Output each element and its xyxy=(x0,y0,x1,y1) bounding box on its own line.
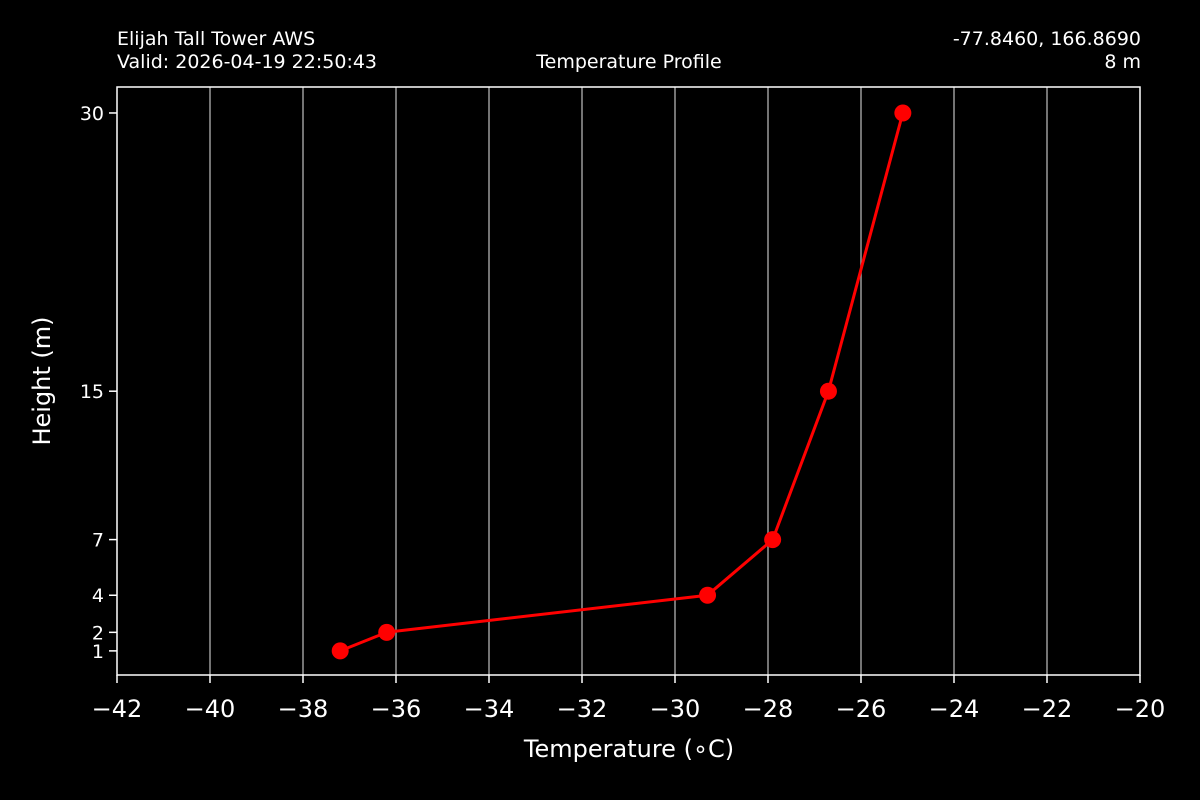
data-point xyxy=(699,586,717,604)
data-point xyxy=(764,531,782,549)
y-tick-label: 1 xyxy=(92,641,104,663)
grid-lines xyxy=(209,87,1048,675)
location-info: -77.8460, 166.8690 8 m xyxy=(953,28,1141,74)
plot-frame xyxy=(116,86,1141,676)
x-axis-label: Temperature (∘C) xyxy=(523,735,734,763)
series-line xyxy=(339,112,905,653)
y-tick-label: 30 xyxy=(80,103,104,125)
x-tick-label: −42 xyxy=(92,695,143,723)
y-tick-label: 4 xyxy=(92,585,104,607)
valid-time: Valid: 2026-04-19 22:50:43 xyxy=(117,51,378,73)
y-tick-label: 7 xyxy=(92,530,104,552)
x-tick-label: −26 xyxy=(836,695,887,723)
station-info: Elijah Tall Tower AWS Valid: 2026-04-19 … xyxy=(117,28,377,74)
station-height: 8 m xyxy=(1104,51,1141,73)
x-tick-label: −38 xyxy=(278,695,329,723)
y-tick-label: 15 xyxy=(80,381,104,403)
x-tick-label: −20 xyxy=(1115,695,1166,723)
data-point xyxy=(894,104,912,122)
y-tick-label: 2 xyxy=(92,622,104,644)
x-axis-ticks: −42 −40 −38 −36 −34 −32 −30 −28 −26 −24 −22 −20 xyxy=(92,675,1166,723)
x-tick-label: −36 xyxy=(371,695,422,723)
x-tick-label: −32 xyxy=(557,695,608,723)
x-tick-label: −22 xyxy=(1022,695,1073,723)
coordinates: -77.8460, 166.8690 xyxy=(952,28,1141,50)
data-point xyxy=(819,382,837,400)
x-tick-label: −28 xyxy=(743,695,794,723)
data-point xyxy=(378,623,396,641)
x-tick-label: −30 xyxy=(650,695,701,723)
y-axis-ticks: 12 4 7 15 30 xyxy=(80,103,117,663)
data-point xyxy=(331,642,349,660)
x-tick-label: −34 xyxy=(464,695,515,723)
y-axis-label: Height (m) xyxy=(28,316,56,445)
x-tick-label: −40 xyxy=(185,695,236,723)
x-tick-label: −24 xyxy=(929,695,980,723)
station-name: Elijah Tall Tower AWS xyxy=(117,28,316,50)
chart-title: Temperature Profile xyxy=(536,51,722,73)
series-layer xyxy=(331,104,912,660)
